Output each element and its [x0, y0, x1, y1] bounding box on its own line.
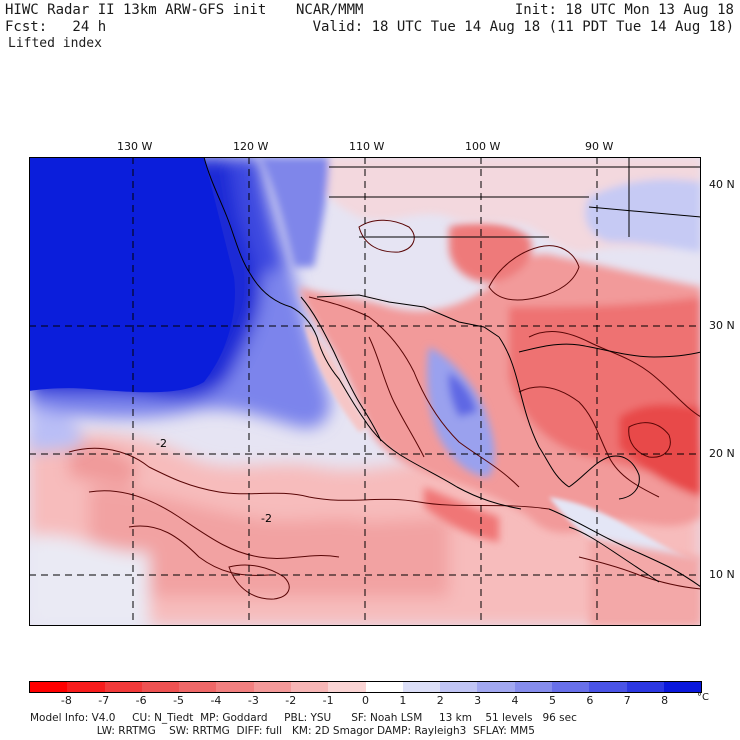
lat-label-30n: 30 N	[709, 319, 735, 332]
colorbar-tick-label: 5	[548, 694, 556, 707]
colorbar-tick-label: -5	[173, 694, 185, 707]
organization-label: NCAR/MMM	[296, 2, 364, 18]
colorbar-swatch	[477, 682, 515, 692]
map-frame	[29, 157, 701, 626]
lat-label-20n: 20 N	[709, 447, 735, 460]
contour-label: -2	[261, 512, 272, 525]
colorbar-swatch	[67, 682, 105, 692]
colorbar-swatch	[663, 682, 702, 692]
colorbar-swatch	[551, 682, 590, 692]
colorbar-tick-label: 8	[661, 694, 669, 707]
model-title: HIWC Radar II 13km ARW-GFS init Fcst: 24…	[5, 2, 267, 35]
colorbar-tick-label: -1	[322, 694, 334, 707]
colorbar-tick-label: 7	[623, 694, 631, 707]
colorbar-swatch	[253, 682, 291, 692]
map-field	[29, 157, 701, 626]
valid-time: Valid: 18 UTC Tue 14 Aug 18 (11 PDT Tue …	[312, 19, 734, 35]
colorbar-tick-label: -4	[210, 694, 222, 707]
colorbar-tick-label: 0	[362, 694, 369, 707]
model-info-line2: LW: RRTMG SW: RRTMG DIFF: full KM: 2D Sm…	[30, 725, 535, 737]
colorbar-tick-label: -2	[285, 694, 297, 707]
lon-label-130w: 130 W	[117, 140, 153, 153]
forecast-hour: Fcst: 24 h	[5, 19, 107, 35]
colorbar-tick-label: -7	[98, 694, 110, 707]
colorbar-swatch	[30, 682, 68, 692]
contour-label: -2	[156, 437, 167, 450]
lon-label-100w: 100 W	[465, 140, 501, 153]
colorbar-swatch	[141, 682, 180, 692]
colorbar-swatch	[589, 682, 627, 692]
colorbar-tick-label: 4	[511, 694, 519, 707]
colorbar-tick-label: 6	[586, 694, 594, 707]
lon-label-110w: 110 W	[349, 140, 385, 153]
colorbar-swatch	[179, 682, 217, 692]
init-time: Init: 18 UTC Mon 13 Aug 18	[514, 2, 734, 18]
colorbar-swatch	[402, 682, 441, 692]
colorbar-swatch	[216, 682, 254, 692]
colorbar-swatch	[328, 682, 366, 692]
lon-label-90w: 90 W	[585, 140, 614, 153]
colorbar-tick-label: 1	[399, 694, 407, 707]
colorbar-tick-label: -8	[60, 694, 72, 707]
colorbar-swatch	[440, 682, 478, 692]
colorbar-swatch	[290, 682, 329, 692]
colorbar-swatch	[365, 682, 403, 692]
lifted-index-map: -2 -2	[29, 157, 701, 626]
field-name: Lifted index	[8, 36, 102, 51]
colorbar	[29, 681, 702, 693]
coastlines-borders	[203, 157, 701, 588]
colorbar-tick-label: 3	[474, 694, 482, 707]
colorbar-swatch	[626, 682, 664, 692]
latlon-grid	[29, 157, 701, 626]
model-info-line1: Model Info: V4.0 CU: N_Tiedt MP: Goddard…	[30, 712, 577, 724]
colorbar-tick-label: -3	[247, 694, 259, 707]
lon-label-120w: 120 W	[233, 140, 269, 153]
lat-label-40n: 40 N	[709, 178, 735, 191]
init-valid-times: Init: 18 UTC Mon 13 Aug 18 Valid: 18 UTC…	[313, 2, 734, 36]
colorbar-tick-label: -6	[135, 694, 147, 707]
colorbar-unit: °C	[697, 692, 709, 703]
colorbar-swatch	[514, 682, 552, 692]
colorbar-tick-label: 2	[436, 694, 444, 707]
colorbar-swatch	[104, 682, 142, 692]
lat-label-10n: 10 N	[709, 568, 735, 581]
